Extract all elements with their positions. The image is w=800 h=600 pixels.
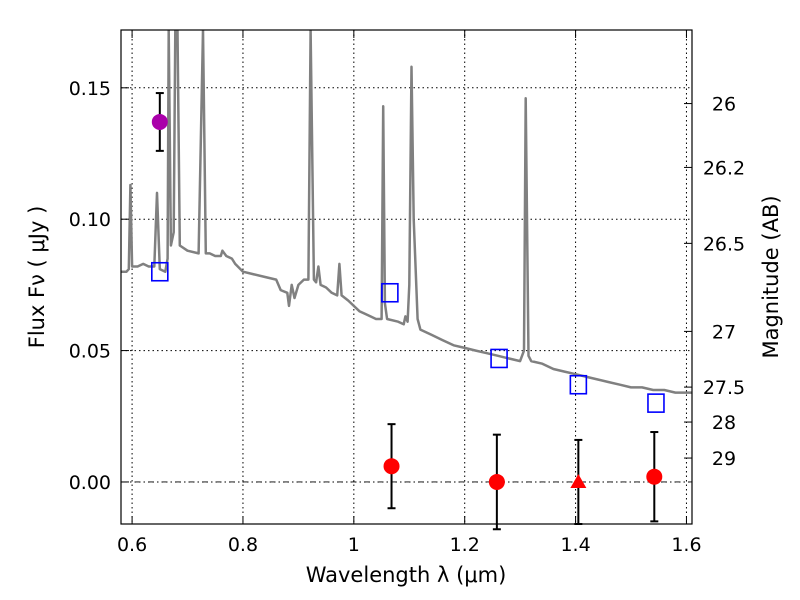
grid: [121, 30, 692, 524]
y-tick-label: 0.10: [69, 209, 111, 231]
x-tick-label: 1.6: [671, 534, 701, 556]
mag-tick-label: 26.5: [703, 233, 745, 255]
x-axis-title: Wavelength λ (μm): [306, 563, 507, 587]
marker-layer: [151, 92, 665, 531]
y-tick-label: 0.00: [69, 472, 111, 494]
photometry-point: [488, 473, 505, 490]
model-photometry-square: [381, 282, 399, 303]
mag-tick-label: 26: [712, 94, 736, 116]
y-tick-label: 0.05: [69, 341, 111, 363]
x-tick-label: 1: [348, 534, 360, 556]
x-tick-label: 0.8: [228, 534, 258, 556]
x-tick-label: 1.2: [450, 534, 480, 556]
model-photometry-square: [569, 374, 588, 395]
y-axis-title: Flux Fν ( μJy ): [25, 206, 49, 349]
photometry-point: [646, 468, 663, 485]
mag-tick-label: 28: [712, 412, 736, 434]
mag-tick-label: 26.2: [703, 157, 745, 179]
mag-tick-label: 29: [712, 448, 736, 470]
x-tick-label: 0.6: [117, 534, 147, 556]
photometry-point: [151, 113, 168, 130]
photometry-triangle: [570, 473, 587, 488]
label-layer: 0.6 0.8 1 1.2 1.4 1.6 0.00 0.05 0.10 0.15 26 26.2 26…: [69, 78, 745, 556]
y-axis-title-right: Magnitude (AB): [759, 195, 783, 358]
plot-frame: [120, 29, 693, 525]
y-tick-label: 0.15: [69, 78, 111, 100]
mag-tick-label: 27.5: [703, 377, 745, 399]
model-photometry-square: [647, 393, 665, 413]
spectrum-layer: [121, 30, 692, 394]
model-photometry-square: [151, 261, 169, 282]
mag-tick-label: 27: [712, 321, 736, 343]
model-photometry-square: [490, 348, 508, 369]
photometry-point: [383, 458, 400, 475]
spectrum-line: [121, 30, 692, 394]
x-tick-label: 1.4: [560, 534, 590, 556]
tick-layer: [121, 30, 692, 524]
